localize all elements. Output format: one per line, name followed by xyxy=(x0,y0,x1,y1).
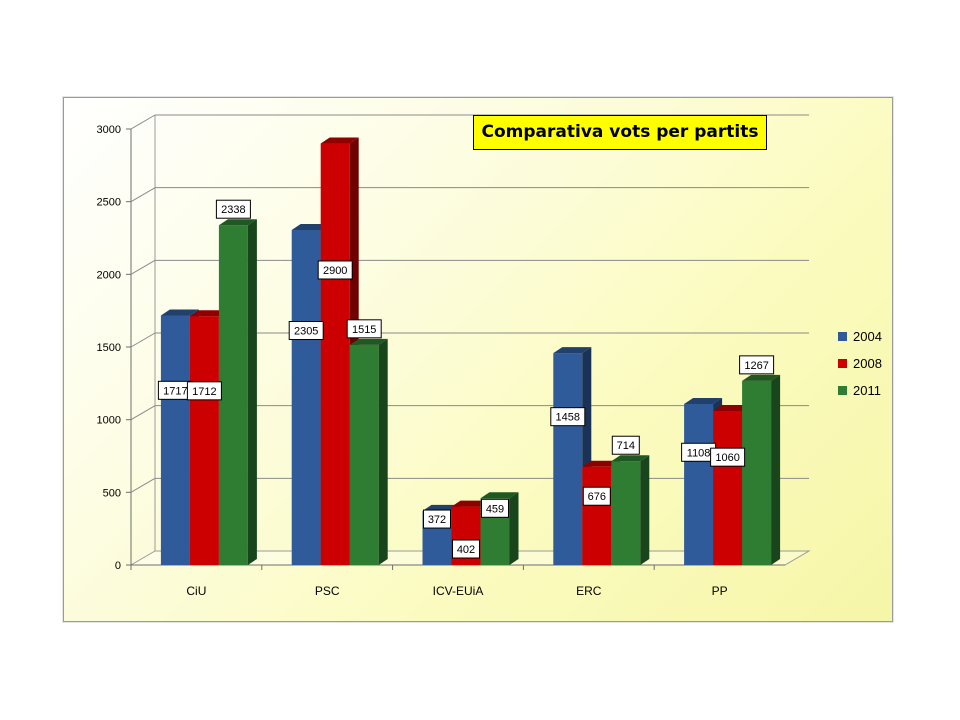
legend-swatch-2004 xyxy=(838,332,847,341)
bar-side xyxy=(771,374,781,565)
gridline-diagonal xyxy=(130,187,156,203)
data-label-box xyxy=(481,498,509,518)
bar-front xyxy=(611,461,641,565)
bar-top xyxy=(320,137,359,144)
chart-title: Comparativa vots per partits xyxy=(473,115,767,150)
legend-item-2008: 2008 xyxy=(838,350,882,377)
data-label: 1515 xyxy=(352,324,376,336)
x-tick-label: ICV-EUiA xyxy=(433,584,484,598)
bar-top xyxy=(189,310,228,317)
bar-top xyxy=(451,500,490,507)
bar-top xyxy=(160,309,199,316)
bar-top xyxy=(611,455,650,462)
bar-front xyxy=(218,225,248,565)
bar-front xyxy=(553,353,583,565)
bar-side xyxy=(640,455,650,565)
bar-top xyxy=(713,404,752,411)
y-tick-label: 1500 xyxy=(97,342,121,354)
x-tick-label: PSC xyxy=(315,584,340,598)
data-label: 2338 xyxy=(221,204,245,216)
data-label-box xyxy=(550,407,586,427)
legend-item-2004: 2004 xyxy=(838,323,882,350)
bar-side xyxy=(247,219,257,565)
bar-top xyxy=(553,347,592,354)
data-label-box xyxy=(423,509,451,529)
bar-front xyxy=(189,316,219,565)
data-label: 1060 xyxy=(715,452,739,464)
data-label: 1712 xyxy=(192,386,216,398)
bar-top xyxy=(480,492,519,499)
data-label: 402 xyxy=(457,544,475,556)
bar-top xyxy=(291,224,330,231)
bar-top xyxy=(422,504,461,511)
data-label: 2900 xyxy=(323,265,347,277)
bar-front xyxy=(160,315,190,565)
data-label-box xyxy=(186,381,222,401)
data-label-box xyxy=(739,355,775,375)
data-label-box xyxy=(346,319,382,339)
y-tick-label: 2000 xyxy=(97,269,121,281)
gridline-diagonal xyxy=(130,114,156,130)
legend-item-2011: 2011 xyxy=(838,377,882,404)
data-label: 714 xyxy=(617,440,635,452)
y-tick-label: 0 xyxy=(115,560,121,572)
gridline-diagonal xyxy=(130,405,156,421)
bar-side xyxy=(378,338,388,565)
data-label-box xyxy=(710,447,746,467)
data-label: 1458 xyxy=(556,412,580,424)
legend-label-2011: 2011 xyxy=(853,383,881,398)
bar-top xyxy=(582,460,621,467)
x-tick-label: ERC xyxy=(576,584,602,598)
bar-side xyxy=(509,492,519,565)
y-tick-label: 2500 xyxy=(97,197,121,209)
data-label-box xyxy=(317,260,353,280)
data-label-box xyxy=(452,539,480,559)
data-label: 459 xyxy=(486,503,504,515)
bar-top xyxy=(742,374,781,381)
gridline-diagonal xyxy=(130,477,156,493)
data-label-box xyxy=(611,435,640,455)
legend-swatch-2011 xyxy=(838,386,847,395)
data-label: 1717 xyxy=(163,385,187,397)
x-tick-label: PP xyxy=(712,584,728,598)
data-label: 1108 xyxy=(687,447,711,459)
bar-top xyxy=(349,338,388,345)
bar-front xyxy=(742,380,772,565)
data-label: 1267 xyxy=(744,360,768,372)
gridline-diagonal xyxy=(130,259,156,275)
y-tick-label: 3000 xyxy=(97,124,121,136)
y-tick-label: 1000 xyxy=(97,415,121,427)
data-label: 2305 xyxy=(294,326,318,338)
data-label-box xyxy=(288,321,324,341)
bar-front xyxy=(349,344,379,565)
bar-front xyxy=(713,410,743,565)
bar-front xyxy=(291,230,321,566)
chart-legend: 2004 2008 2011 xyxy=(838,323,882,404)
data-label-box xyxy=(215,199,251,219)
bar-front xyxy=(582,466,612,565)
legend-swatch-2008 xyxy=(838,359,847,368)
data-label: 676 xyxy=(588,491,606,503)
gridline-diagonal xyxy=(130,332,156,348)
y-tick-label: 500 xyxy=(103,487,121,499)
bar-front xyxy=(320,143,350,566)
bar-top xyxy=(684,397,723,404)
bar-top xyxy=(218,219,257,226)
data-label-box xyxy=(582,486,611,506)
bar-front xyxy=(684,403,714,565)
data-label: 372 xyxy=(428,514,446,526)
legend-label-2004: 2004 xyxy=(853,329,882,344)
legend-label-2008: 2008 xyxy=(853,356,882,371)
x-tick-label: CiU xyxy=(186,584,206,598)
